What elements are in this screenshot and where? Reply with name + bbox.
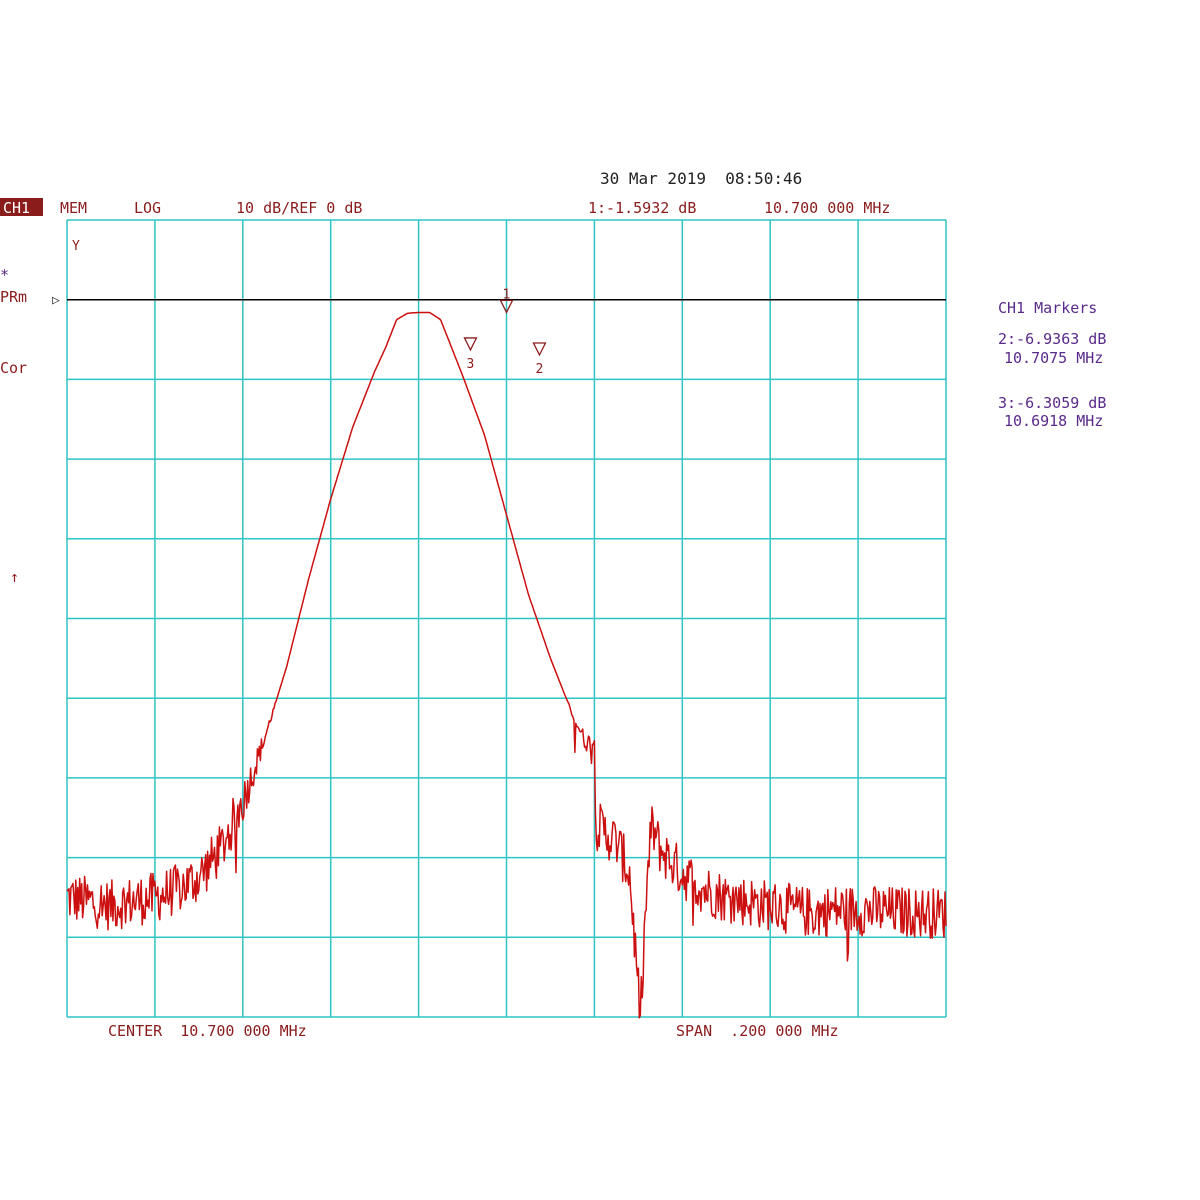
marker-2-icon: [532, 342, 547, 357]
span-frequency: SPAN .200 000 MHz: [676, 1022, 839, 1040]
datetime: 30 Mar 2019 08:50:46: [600, 169, 802, 188]
marker-3-freq: 10.6918 MHz: [1004, 412, 1103, 430]
markers-panel-title: CH1 Markers: [998, 299, 1097, 317]
marker-2-freq: 10.7075 MHz: [1004, 349, 1103, 367]
marker-3-value: 3:-6.3059 dB: [998, 394, 1106, 412]
marker-2-value: 2:-6.9363 dB: [998, 330, 1106, 348]
marker-3-label: 3: [466, 357, 474, 372]
center-frequency: CENTER 10.700 000 MHz: [108, 1022, 307, 1040]
format-label: LOG: [134, 199, 161, 217]
y-mark: Y: [72, 239, 80, 254]
cor-indicator: Cor: [0, 359, 27, 377]
scale-label: 10 dB/REF 0 dB: [236, 199, 362, 217]
marker-2-label: 2: [535, 362, 543, 377]
ref-position-icon: ▷: [52, 293, 60, 308]
channel-badge: [0, 198, 43, 216]
prm-indicator: PRm: [0, 288, 27, 306]
mem-label: MEM: [60, 199, 87, 217]
active-marker-freq: 10.700 000 MHz: [764, 199, 890, 217]
marker-1-label: 1: [503, 287, 511, 302]
marker-3-icon: [463, 337, 478, 352]
trace-line: [66, 311, 947, 1019]
graticule: [66, 219, 947, 1018]
active-marker-value: 1:-1.5932 dB: [588, 199, 696, 217]
marker-1-icon: [499, 299, 514, 314]
marker-group: 1 2 3: [463, 287, 547, 377]
channel-label: CH1: [3, 199, 30, 217]
up-arrow-icon: ↑: [10, 568, 19, 586]
star-indicator: *: [0, 266, 9, 284]
